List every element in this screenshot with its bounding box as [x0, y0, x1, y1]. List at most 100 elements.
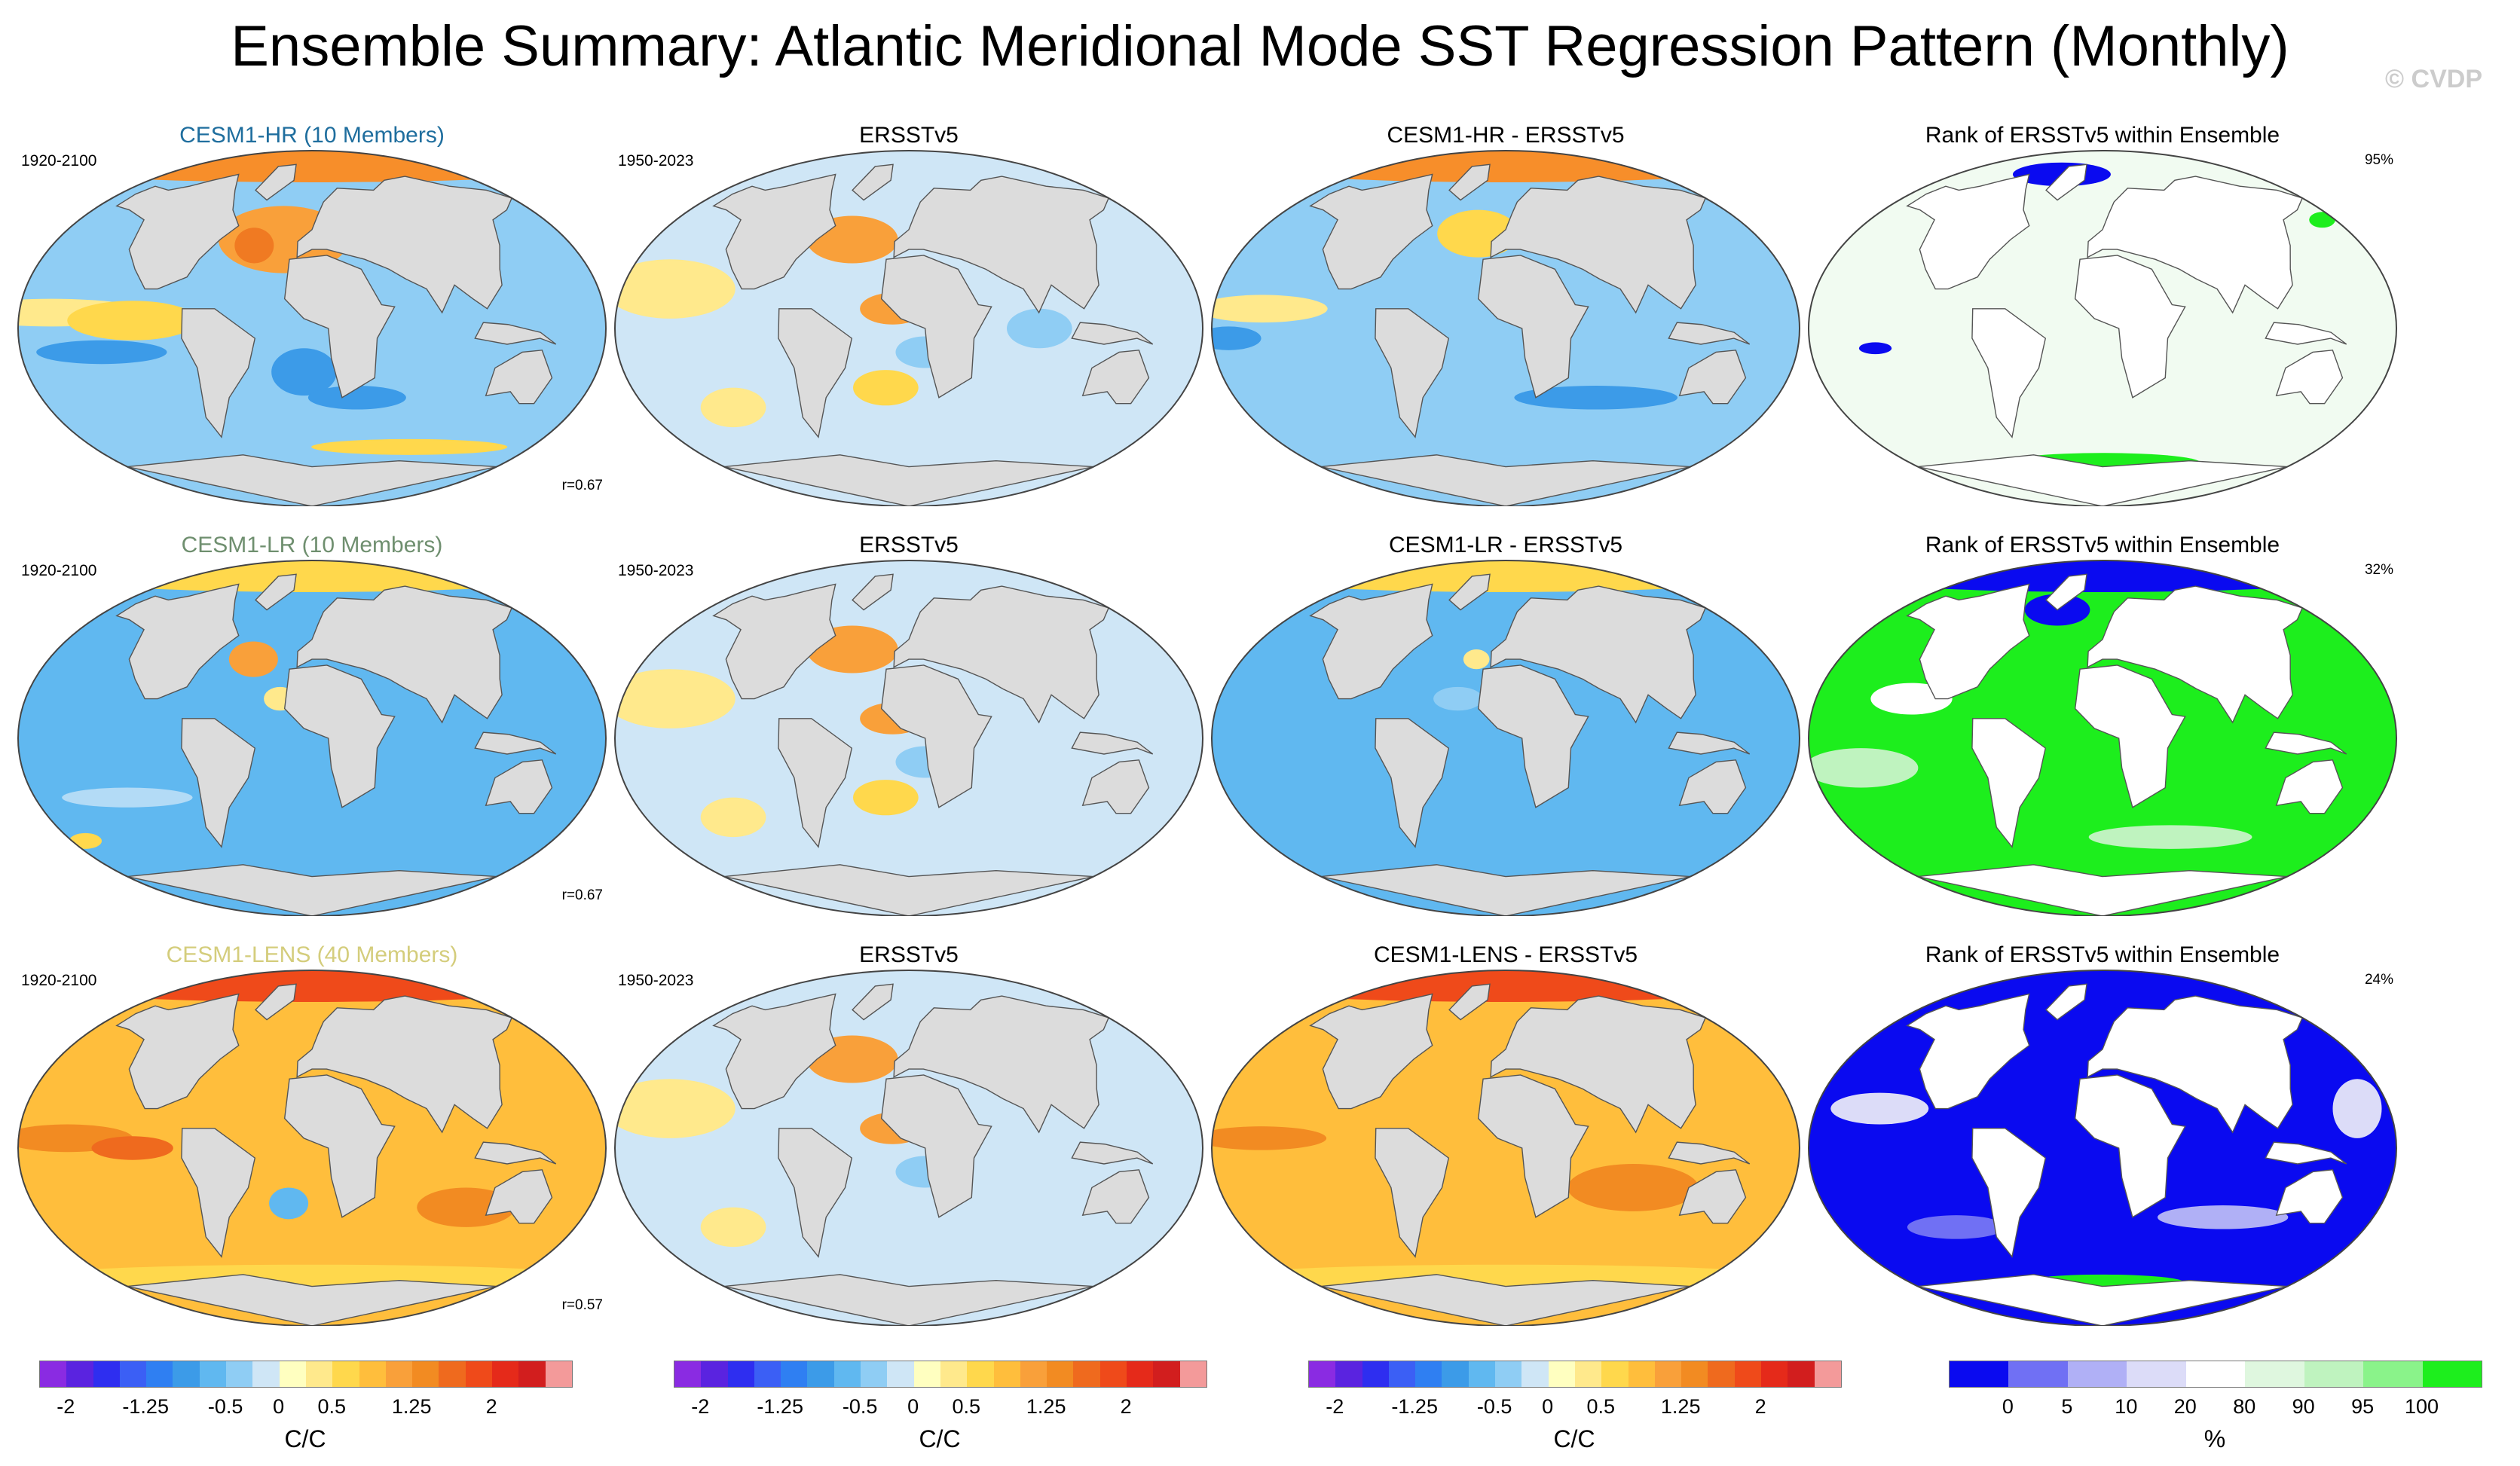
- colorbar-tick-label: 1.25: [391, 1395, 432, 1418]
- continent-outline: [283, 255, 396, 399]
- colorbar-swatch: [492, 1361, 519, 1387]
- continent-outline: [2275, 1169, 2344, 1224]
- panel-r3-model: CESM1-LENS (40 Members) 1920-2100 r=0.57: [11, 942, 613, 1326]
- continent-outline: [1490, 995, 1707, 1134]
- map-border: [1211, 560, 1800, 916]
- sst-anomaly-region: [1463, 649, 1490, 670]
- sst-anomaly-region: [1007, 308, 1072, 349]
- map-r2diff: [1211, 970, 1800, 1326]
- colorbar-swatch: [2008, 1361, 2068, 1387]
- continent-outline: [1081, 350, 1150, 405]
- colorbar-units: C/C: [284, 1425, 326, 1452]
- continent-outline: [880, 255, 992, 399]
- colorbar-swatch: [439, 1361, 466, 1387]
- continent-outline: [2265, 731, 2347, 755]
- sst-colorbar: -2 -1.25 -0.5 0 0.5 1.25 2 C/C: [39, 1361, 612, 1466]
- panel-r1-rank: Rank of ERSSTv5 within Ensemble 95%: [1801, 122, 2404, 506]
- colorbar-tick-label: -0.5: [1476, 1395, 1512, 1418]
- map-border: [17, 970, 607, 1326]
- sst-anomaly-region: [700, 797, 766, 838]
- colorbar-swatch: [1020, 1361, 1047, 1387]
- map-r1diff: [1211, 560, 1800, 916]
- colorbar-swatch: [2304, 1361, 2364, 1387]
- colorbar-tick-label: -1.25: [122, 1395, 169, 1418]
- colorbar-units: C/C: [1553, 1425, 1595, 1452]
- continent-outline: [1071, 1141, 1154, 1165]
- colorbar-swatch: [1601, 1361, 1629, 1387]
- colorbar-tick-label: 5: [2061, 1395, 2073, 1418]
- panel-title: CESM1-HR (10 Members): [179, 123, 445, 148]
- continent-outline: [2074, 1074, 2186, 1218]
- continent-outline: [1678, 1169, 1747, 1224]
- panel-r3-diff: CESM1-LENS - ERSSTv5: [1204, 942, 1807, 1326]
- sst-anomaly-region: [271, 348, 337, 396]
- continent-outline: [1081, 759, 1150, 814]
- colorbar-units: %: [2203, 1425, 2226, 1452]
- colorbar-tick-label: -0.5: [842, 1395, 878, 1418]
- panel-title: ERSSTv5: [859, 942, 959, 967]
- pattern-correlation-label: r=0.57: [561, 1297, 603, 1313]
- colorbar-tick-label: 1.25: [1660, 1395, 1701, 1418]
- continent-outline: [255, 163, 297, 201]
- continent-outline: [1906, 173, 2030, 290]
- sst-anomaly-region: [34, 970, 590, 1002]
- panel-title: Rank of ERSSTv5 within Ensemble: [1925, 533, 2280, 557]
- continent-outline: [2087, 995, 2304, 1134]
- colorbar-tick-label: 2: [1754, 1395, 1766, 1418]
- panel-r2-obs: ERSSTv5 1950-2023: [607, 532, 1210, 916]
- continent-outline: [181, 308, 256, 438]
- panel-r2-diff: CESM1-LR - ERSSTv5: [1204, 532, 1807, 916]
- sst-anomaly-region: [1228, 1264, 1784, 1289]
- sst-colorbar: -2 -1.25 -0.5 0 0.5 1.25 2 C/C: [1308, 1361, 1881, 1466]
- sst-anomaly-region: [853, 780, 919, 816]
- continent-outline: [2045, 983, 2087, 1021]
- map-r0rank: [1808, 150, 2397, 506]
- colorbar-swatch: [2245, 1361, 2304, 1387]
- colorbar-tick-label: 0.5: [1586, 1395, 1616, 1418]
- continent-outline: [1668, 1141, 1751, 1165]
- continent-outline: [852, 573, 894, 611]
- sst-anomaly-region: [853, 370, 919, 406]
- continent-outline: [1490, 585, 1707, 724]
- colorbar-swatch: [674, 1361, 702, 1387]
- sst-anomaly-region: [269, 1187, 309, 1220]
- continent-outline: [1917, 864, 2288, 916]
- continent-outline: [723, 454, 1094, 506]
- continent-outline: [1375, 308, 1450, 438]
- figure-title: Ensemble Summary: Atlantic Meridional Mo…: [231, 14, 2289, 78]
- colorbar-tick-label: 10: [2115, 1395, 2138, 1418]
- continent-outline: [1668, 731, 1751, 755]
- colorbar-swatch: [1761, 1361, 1788, 1387]
- continent-outline: [1320, 454, 1691, 506]
- colorbar-swatch: [781, 1361, 808, 1387]
- continent-outline: [255, 983, 297, 1021]
- colorbar-swatch: [1179, 1361, 1206, 1387]
- continent-outline: [2074, 664, 2186, 808]
- colorbar-swatch: [1415, 1361, 1442, 1387]
- colorbar-tick-label: 0: [907, 1395, 919, 1418]
- continent-outline: [1906, 583, 2030, 700]
- colorbar-swatch: [359, 1361, 386, 1387]
- continent-outline: [474, 1141, 557, 1165]
- colorbar-swatch: [913, 1361, 940, 1387]
- panel-r1-diff: CESM1-HR - ERSSTv5: [1204, 122, 1807, 506]
- colorbar-tick-label: 95: [2351, 1395, 2375, 1418]
- map-r2obs: [614, 970, 1203, 1326]
- colorbar-swatch: [754, 1361, 781, 1387]
- colorbar-swatch: [861, 1361, 888, 1387]
- continent-outline: [1320, 1274, 1691, 1326]
- sst-anomaly-region: [615, 1079, 736, 1138]
- map-border: [614, 970, 1203, 1326]
- continent-outline: [1320, 864, 1691, 916]
- continent-outline: [255, 573, 297, 611]
- continent-outline: [2045, 163, 2087, 201]
- panel-r3-rank: Rank of ERSSTv5 within Ensemble 24%: [1801, 942, 2404, 1326]
- continent-outline: [127, 864, 497, 916]
- period-label: 1920-2100: [21, 972, 97, 989]
- continent-outline: [2074, 255, 2186, 399]
- colorbar-tick-label: 90: [2292, 1395, 2315, 1418]
- colorbar-swatch: [40, 1361, 67, 1387]
- period-label: 1920-2100: [21, 562, 97, 579]
- pattern-correlation-label: r=0.67: [561, 887, 603, 903]
- sst-anomaly-region: [1244, 151, 1767, 182]
